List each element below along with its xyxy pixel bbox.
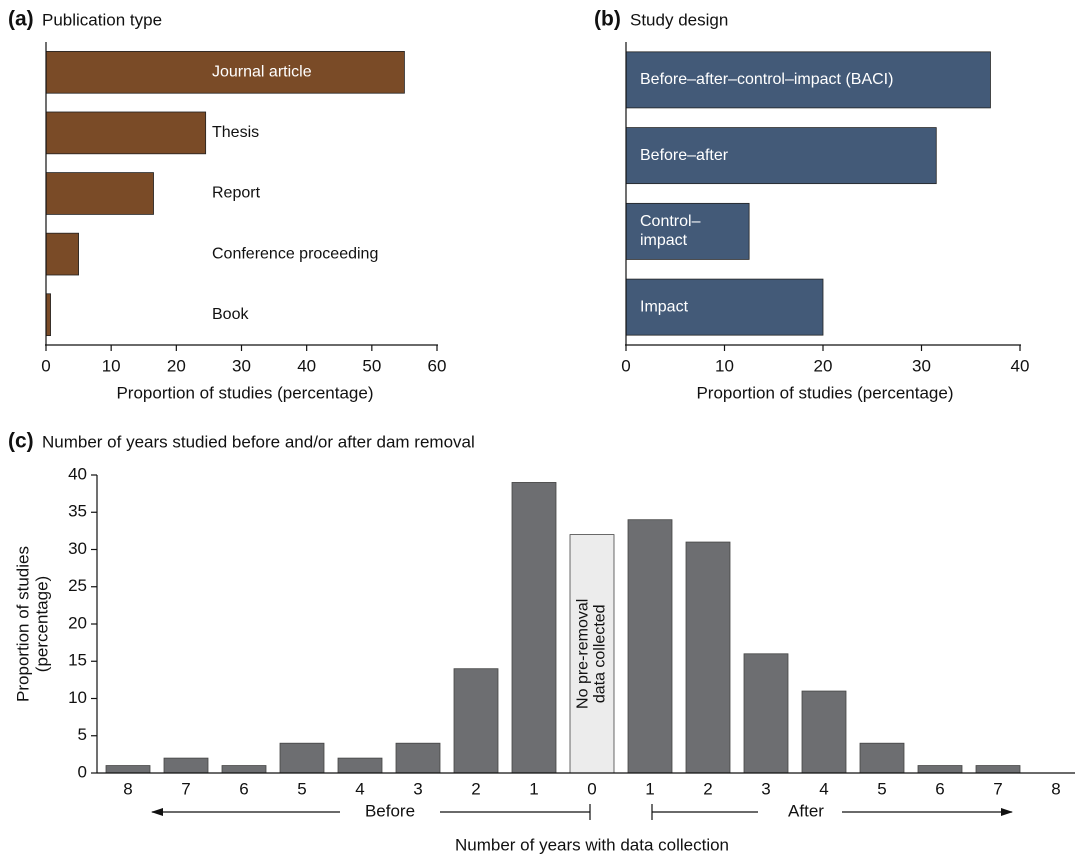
bar-label: Thesis [212, 124, 259, 141]
x-tick-label: 60 [428, 356, 447, 375]
bar [221, 765, 267, 774]
x-tick-label: 4 [819, 779, 828, 798]
bar-label: Before–after [640, 147, 729, 164]
bar [975, 765, 1021, 774]
bar [685, 541, 731, 774]
x-tick-label: 4 [355, 779, 364, 798]
bar-label: Report [212, 185, 261, 202]
text-line: data collected [592, 604, 609, 703]
x-tick-label: 40 [297, 356, 316, 375]
x-axis-label: Proportion of studies (percentage) [116, 383, 373, 402]
bar-label: Before–after–control–impact (BACI) [640, 71, 893, 88]
chart-title: Publication type [42, 10, 162, 29]
x-tick-label: 8 [1051, 779, 1060, 798]
bar [625, 51, 991, 109]
y-axis-label: Proportion of studies(percentage) [14, 546, 52, 702]
x-tick-label: 6 [239, 779, 248, 798]
x-tick-label: 30 [232, 356, 251, 375]
text-line: impact [640, 232, 688, 249]
bar-label: Impact [640, 298, 689, 315]
x-tick-label: 1 [529, 779, 538, 798]
x-axis-label: Proportion of studies (percentage) [696, 383, 953, 402]
bar-label: Book [212, 306, 249, 323]
bar [45, 50, 405, 94]
x-tick-label: 1 [645, 779, 654, 798]
bar [627, 519, 673, 774]
y-tick-label: 25 [68, 576, 87, 595]
x-tick-label: 3 [761, 779, 770, 798]
x-tick-label: 0 [587, 779, 596, 798]
y-tick-label: 20 [68, 613, 87, 632]
text-line: No pre-removal [575, 599, 592, 709]
bar [453, 668, 499, 774]
bar [163, 757, 209, 774]
y-tick-label: 15 [68, 651, 87, 670]
x-axis-label: Number of years with data collection [455, 835, 729, 854]
y-tick-label: 30 [68, 539, 87, 558]
bar [45, 232, 79, 276]
x-tick-label: 7 [993, 779, 1002, 798]
x-tick-label: 30 [912, 356, 931, 375]
x-tick-label: 10 [715, 356, 734, 375]
bar [45, 293, 51, 337]
x-tick-label: 2 [471, 779, 480, 798]
y-tick-label: 40 [68, 464, 87, 483]
bar [625, 127, 937, 185]
group-label: Before [365, 801, 415, 820]
x-tick-label: 7 [181, 779, 190, 798]
bar [511, 482, 557, 774]
bar [859, 742, 905, 774]
bar-label: Journal article [212, 64, 312, 81]
text-line: (percentage) [33, 576, 52, 672]
bar [45, 172, 154, 215]
x-tick-label: 20 [167, 356, 186, 375]
x-tick-label: 5 [297, 779, 306, 798]
text-line: Proportion of studies [14, 546, 33, 702]
y-tick-label: 10 [68, 688, 87, 707]
bar [569, 534, 615, 774]
panel-label: (a) [8, 8, 34, 31]
bar [105, 765, 151, 774]
x-tick-label: 40 [1011, 356, 1030, 375]
x-tick-label: 3 [413, 779, 422, 798]
bar [45, 111, 207, 155]
y-tick-label: 0 [78, 762, 87, 781]
text-line: Control– [640, 213, 701, 230]
bar-annotation: No pre-removaldata collected [575, 599, 609, 709]
bar [625, 202, 750, 260]
bar [801, 690, 847, 774]
y-tick-label: 5 [78, 725, 87, 744]
bar [395, 742, 441, 774]
bar [917, 765, 963, 774]
x-tick-label: 20 [814, 356, 833, 375]
x-tick-label: 6 [935, 779, 944, 798]
x-tick-label: 2 [703, 779, 712, 798]
group-label: After [788, 801, 824, 820]
chart-title: Study design [630, 10, 728, 29]
x-tick-label: 0 [621, 356, 630, 375]
y-tick-label: 35 [68, 502, 87, 521]
bar [337, 757, 383, 774]
bar [743, 653, 789, 774]
x-tick-label: 0 [41, 356, 50, 375]
chart-title: Number of years studied before and/or af… [42, 432, 475, 451]
x-tick-label: 10 [102, 356, 121, 375]
x-tick-label: 8 [123, 779, 132, 798]
x-tick-label: 50 [362, 356, 381, 375]
bar-label: Conference proceeding [212, 245, 378, 262]
x-tick-label: 5 [877, 779, 886, 798]
bar-label: Control– impact [640, 213, 701, 249]
bar [279, 742, 325, 774]
panel-label: (c) [8, 430, 34, 453]
panel-label: (b) [594, 8, 621, 31]
